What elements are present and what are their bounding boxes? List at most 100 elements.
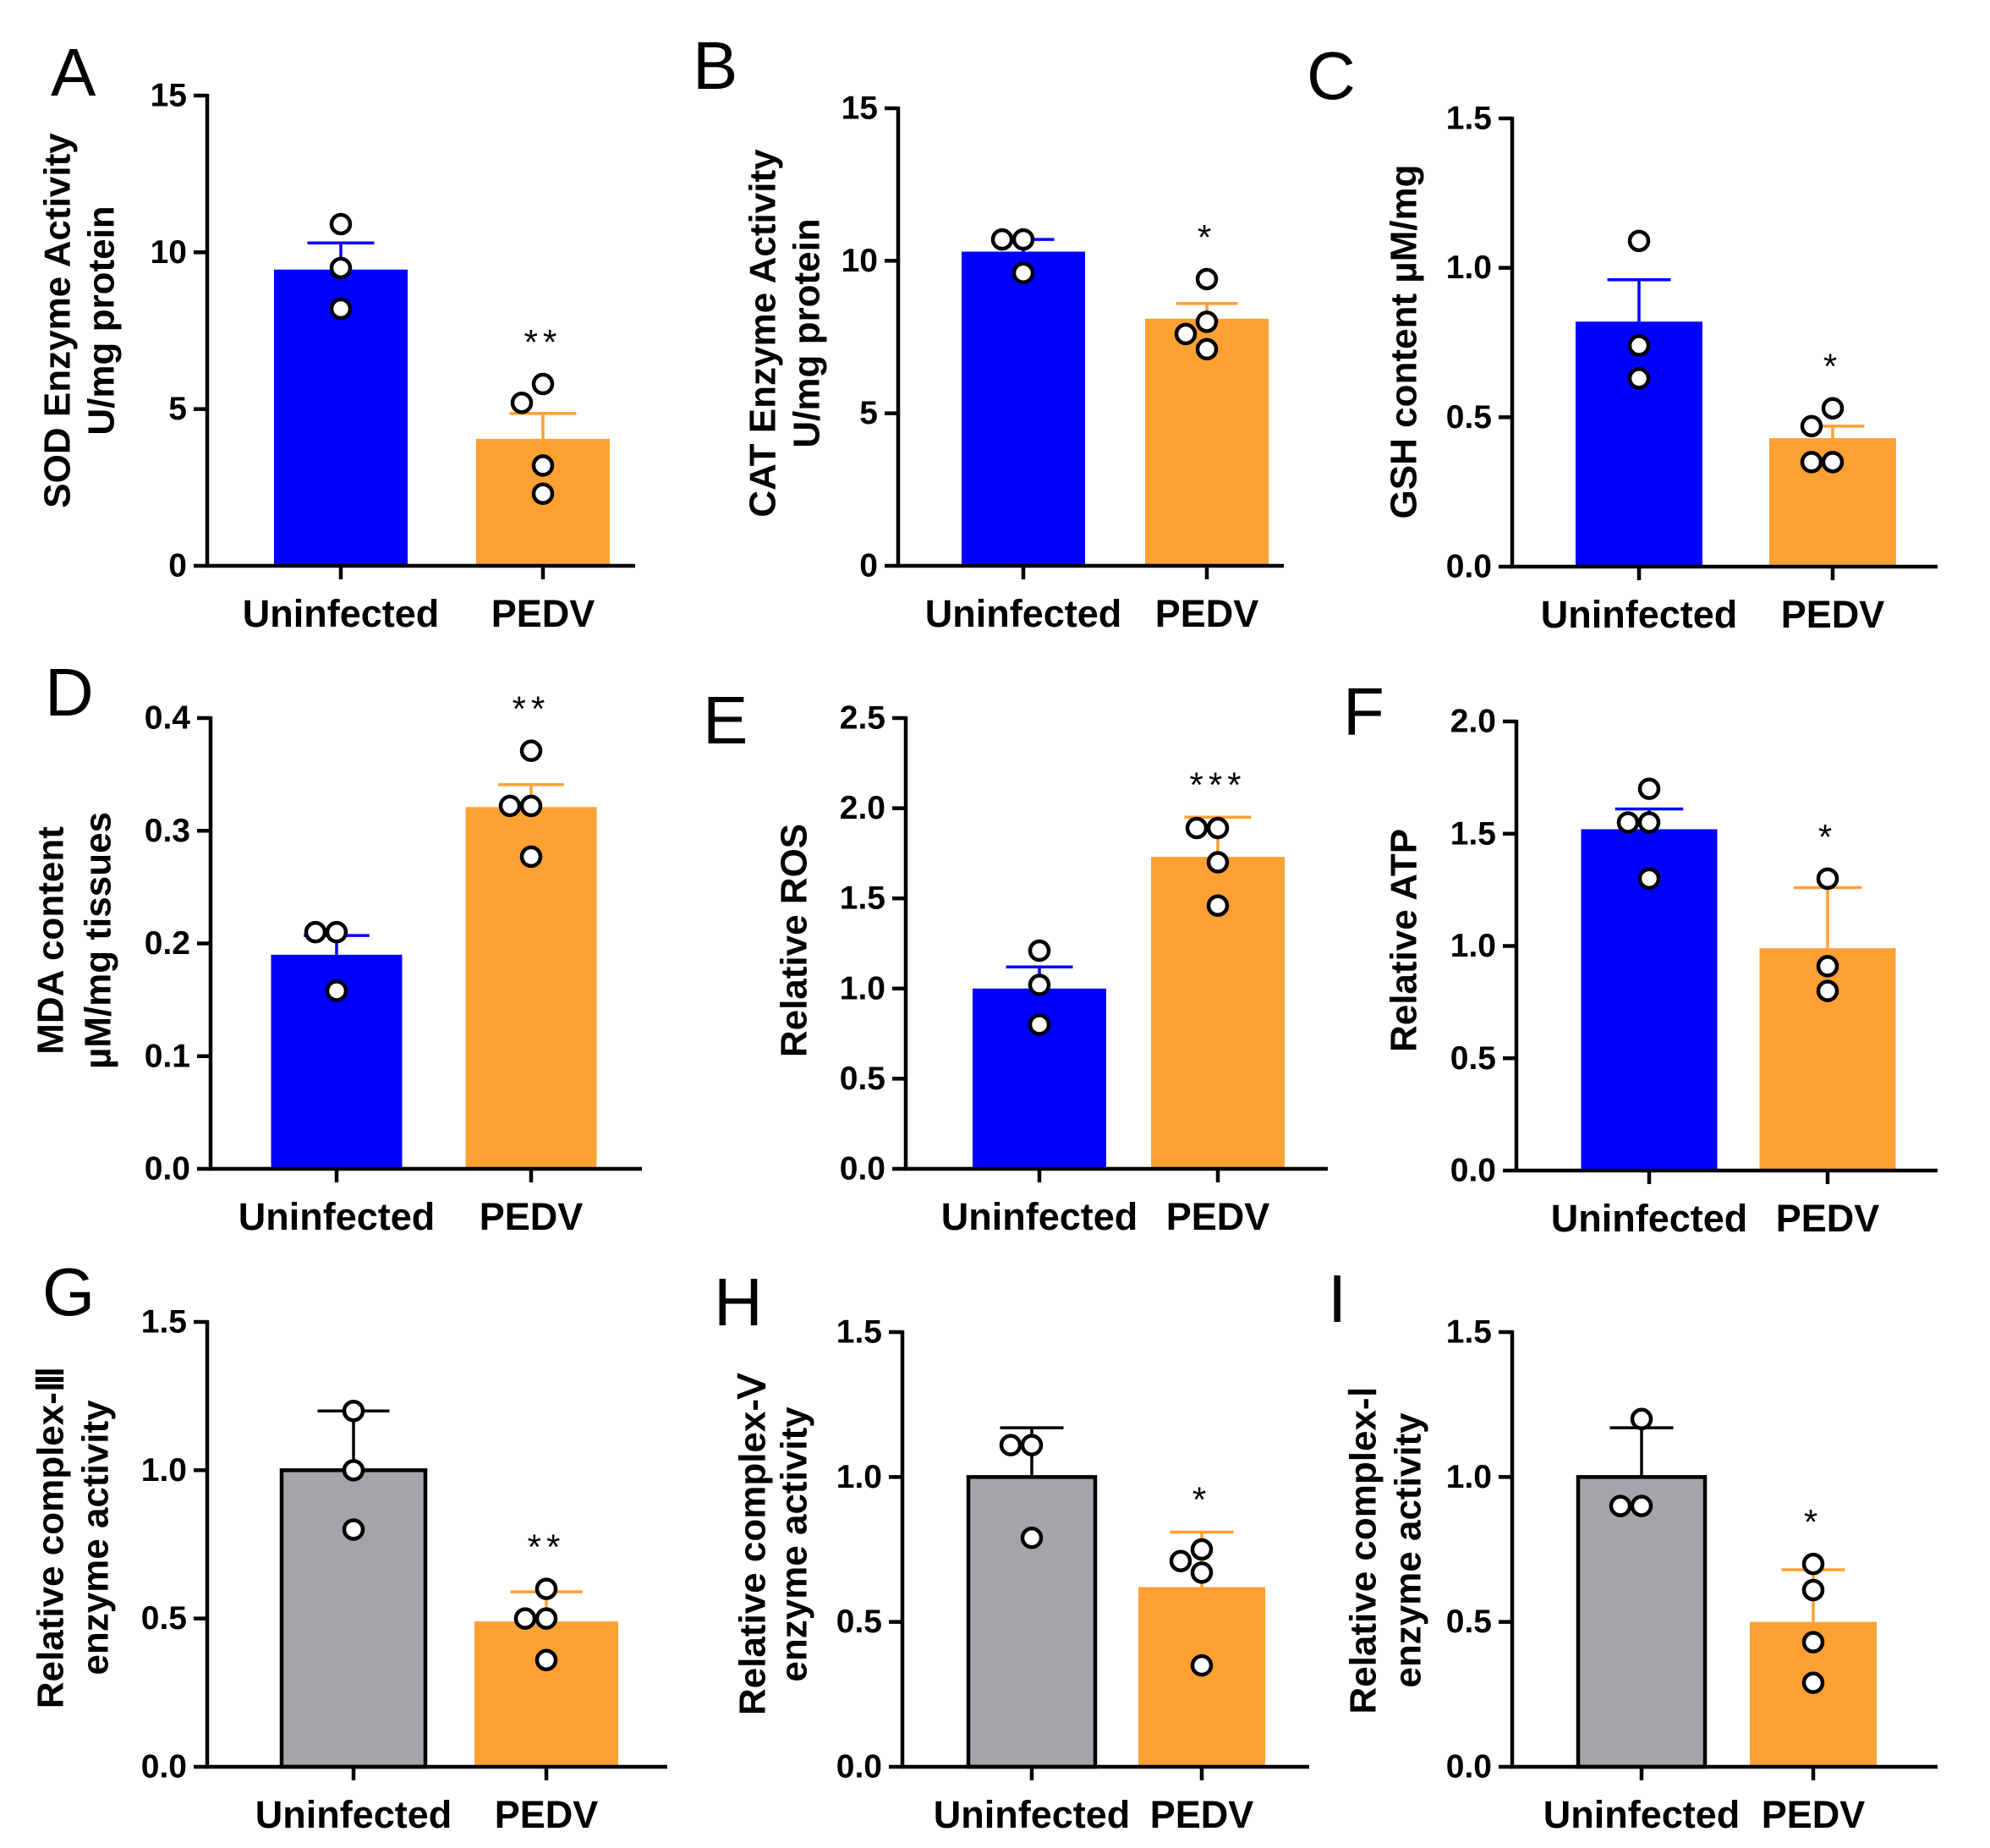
panel-b: B CAT Enzyme Activity U/mg protein 0 5 10 15 Un… <box>693 28 1284 635</box>
data-point-uninfected <box>1609 1494 1632 1517</box>
y-tick-label: 0.5 <box>1446 399 1492 436</box>
data-point-uninfected <box>329 212 353 236</box>
y-tick-label: 1.5 <box>1450 815 1496 852</box>
data-point-pedv <box>531 372 555 396</box>
data-point-pedv <box>1800 414 1823 438</box>
y-tick-label: 0.0 <box>1446 549 1492 585</box>
y-axis-label: enzyme activity <box>75 1400 117 1675</box>
panel-g: G Relative complex-Ⅲ enzyme activity 0.0 0.5… <box>30 1254 667 1836</box>
data-point-pedv <box>1206 894 1230 917</box>
panel-f: F Relative ATP 0.0 0.5 1.0 1.5 2.0 Uninfected PE… <box>1343 674 1938 1240</box>
y-axis-label: SOD Enzyme Activity <box>37 133 79 508</box>
significance-label: *** <box>1189 765 1246 804</box>
significance-label: ** <box>528 1527 566 1567</box>
data-point-uninfected <box>1627 367 1651 390</box>
data-point-uninfected <box>329 256 353 280</box>
data-point-pedv <box>519 845 543 869</box>
data-point-uninfected <box>342 1459 365 1482</box>
y-tick-label: 10 <box>842 243 878 279</box>
bar-uninfected <box>1576 1475 1708 1769</box>
y-tick-label: 2.0 <box>840 790 885 826</box>
panel-c: C GSH content µM/mg 0.0 0.5 1.0 1.5 Uninfected… <box>1307 38 1938 636</box>
data-point-pedv <box>535 1607 558 1630</box>
data-point-pedv <box>519 794 543 818</box>
y-axis-label: Relative ATP <box>1384 829 1425 1052</box>
data-point-pedv <box>1801 1631 1825 1653</box>
y-tick-label: 1.5 <box>836 1314 882 1351</box>
data-point-uninfected <box>1028 1013 1051 1036</box>
y-tick-label: 0 <box>168 548 187 584</box>
y-tick-label: 1.0 <box>1446 250 1492 286</box>
x-category-label: Uninfected <box>255 1793 452 1836</box>
data-point-pedv <box>1801 1578 1825 1602</box>
y-tick-label: 0.2 <box>145 925 190 962</box>
data-point-pedv <box>1816 955 1839 978</box>
y-axis-label: Relative complex-Ⅲ <box>30 1367 72 1709</box>
y-axis-label: MDA content <box>30 826 72 1055</box>
y-tick-label: 0.3 <box>145 813 190 849</box>
data-point-uninfected <box>329 297 353 321</box>
x-category-label: Uninfected <box>1551 1197 1748 1240</box>
bar-pedv <box>474 1621 618 1767</box>
y-axis-label: Relative ROS <box>774 824 815 1057</box>
y-tick-label: 5 <box>859 395 878 431</box>
bar-pedv <box>1138 1587 1265 1767</box>
error-bar-uninfected <box>1607 278 1671 322</box>
x-category-label: PEDV <box>480 1195 584 1238</box>
data-point-pedv <box>513 1607 537 1630</box>
y-tick-label: 0.0 <box>141 1749 187 1785</box>
bar-uninfected <box>966 1475 1098 1769</box>
data-point-uninfected <box>304 920 327 944</box>
significance-label: * <box>1818 817 1837 857</box>
data-point-uninfected <box>325 920 348 944</box>
panel-d: D MDA content µM/mg tissues 0.0 0.1 0.2 0.3 0.4… <box>30 655 642 1238</box>
panel-a: A SOD Enzyme Activity U/mg protein 0 5 10 15 Un… <box>37 35 635 635</box>
y-tick-label: 0.0 <box>836 1749 882 1785</box>
x-category-label: Uninfected <box>238 1195 436 1238</box>
data-point-pedv <box>1206 851 1230 874</box>
data-point-uninfected <box>1637 867 1661 891</box>
y-tick-label: 0.0 <box>1450 1153 1496 1189</box>
data-point-pedv <box>1801 1671 1825 1694</box>
y-tick-label: 2.0 <box>1450 704 1496 740</box>
x-category-label: PEDV <box>1155 592 1259 635</box>
data-point-pedv <box>1801 1552 1825 1576</box>
panel-letter: H <box>714 1264 763 1340</box>
x-category-label: PEDV <box>1150 1793 1254 1836</box>
panel-letter: D <box>45 655 94 730</box>
data-point-pedv <box>519 739 543 762</box>
y-tick-label: 0.5 <box>840 1061 885 1097</box>
data-point-pedv <box>1821 397 1845 420</box>
data-point-pedv <box>1190 1653 1214 1677</box>
data-point-uninfected <box>1637 777 1661 800</box>
significance-label: * <box>1804 1502 1823 1542</box>
y-axis-label: CAT Enzyme Activity <box>743 149 784 518</box>
panel-letter: C <box>1307 38 1356 113</box>
data-point-pedv <box>1816 979 1839 1002</box>
y-axis-label: µM/mg tissues <box>78 812 119 1069</box>
y-tick-label: 1.0 <box>141 1452 187 1489</box>
x-category-label: Uninfected <box>243 592 440 635</box>
data-point-pedv <box>1206 816 1230 840</box>
y-axis-label: enzyme activity <box>1388 1412 1429 1688</box>
y-tick-label: 0.5 <box>141 1600 187 1637</box>
data-point-pedv <box>535 1577 558 1600</box>
data-point-uninfected <box>1020 1527 1044 1549</box>
x-category-label: Uninfected <box>1543 1793 1741 1836</box>
y-axis-label: Relative complex-Ⅴ <box>732 1373 774 1715</box>
y-axis-label: enzyme activity <box>774 1407 815 1682</box>
data-point-pedv <box>1800 451 1823 474</box>
y-tick-label: 0 <box>859 548 878 584</box>
significance-label: ** <box>524 322 562 362</box>
y-tick-label: 1.5 <box>840 880 885 917</box>
panel-h: H Relative complex-Ⅴ enzyme activity 0.0 0.5… <box>714 1264 1309 1836</box>
data-point-pedv <box>1190 1561 1214 1584</box>
data-point-uninfected <box>1627 334 1651 357</box>
x-category-label: Uninfected <box>1541 593 1738 636</box>
x-category-label: PEDV <box>1776 1197 1880 1240</box>
data-point-pedv <box>1195 337 1219 361</box>
data-point-pedv <box>535 1648 558 1672</box>
y-tick-label: 0.1 <box>145 1038 190 1074</box>
data-point-uninfected <box>325 979 348 1002</box>
x-category-label: PEDV <box>1781 593 1885 636</box>
